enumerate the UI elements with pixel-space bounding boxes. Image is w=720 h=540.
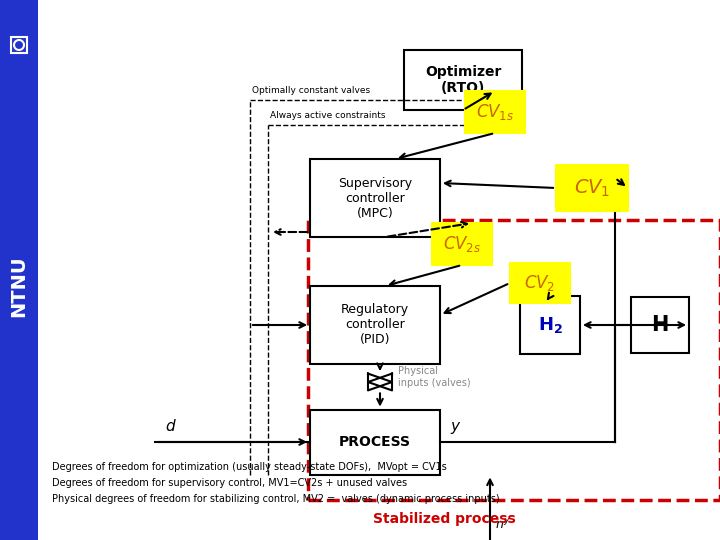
Text: y: y [450,419,459,434]
Bar [308,220,720,500]
Text: Always active constraints: Always active constraints [270,111,385,120]
Text: Stabilized process: Stabilized process [373,512,516,526]
Text: NTNU: NTNU [9,255,29,317]
Text: Physical degrees of freedom for stabilizing control, MV2 =  valves (dynamic proc: Physical degrees of freedom for stabiliz… [52,494,500,504]
Text: $CV_{2s}$: $CV_{2s}$ [443,234,481,254]
Bar [520,296,580,354]
Bar [310,286,440,364]
Bar [0,0,38,540]
Bar [310,409,440,475]
Text: 13: 13 [11,468,27,481]
Bar [631,297,689,353]
Text: $CV_1$: $CV_1$ [574,177,610,199]
Text: Degrees of freedom for optimization (usually steady-state DOFs),  MVopt = CV1s: Degrees of freedom for optimization (usu… [52,462,446,472]
Bar [404,50,522,110]
Text: $CV_{1s}$: $CV_{1s}$ [476,102,514,122]
Bar [465,91,525,133]
Bar [432,223,492,265]
Text: Optimizer
(RTO): Optimizer (RTO) [425,65,501,95]
Text: d: d [165,419,175,434]
Text: $\mathbf{H_2}$: $\mathbf{H_2}$ [538,315,562,335]
Text: PROCESS: PROCESS [339,435,411,449]
Text: $CV_2$: $CV_2$ [524,273,556,293]
Text: Regulatory
controller
(PID): Regulatory controller (PID) [341,303,409,347]
Bar [310,159,440,237]
Bar [510,263,570,303]
Text: $n^y$: $n^y$ [495,518,510,532]
Text: $\mathbf{H}$: $\mathbf{H}$ [652,315,669,335]
Text: Physical
inputs (valves): Physical inputs (valves) [398,366,471,388]
Text: Optimally constant valves: Optimally constant valves [252,86,370,95]
Text: Degrees of freedom for supervisory control, MV1=CV2s + unused valves: Degrees of freedom for supervisory contr… [52,478,407,488]
Text: Supervisory
controller
(MPC): Supervisory controller (MPC) [338,177,412,219]
Bar [11,37,27,53]
Bar [556,165,628,211]
